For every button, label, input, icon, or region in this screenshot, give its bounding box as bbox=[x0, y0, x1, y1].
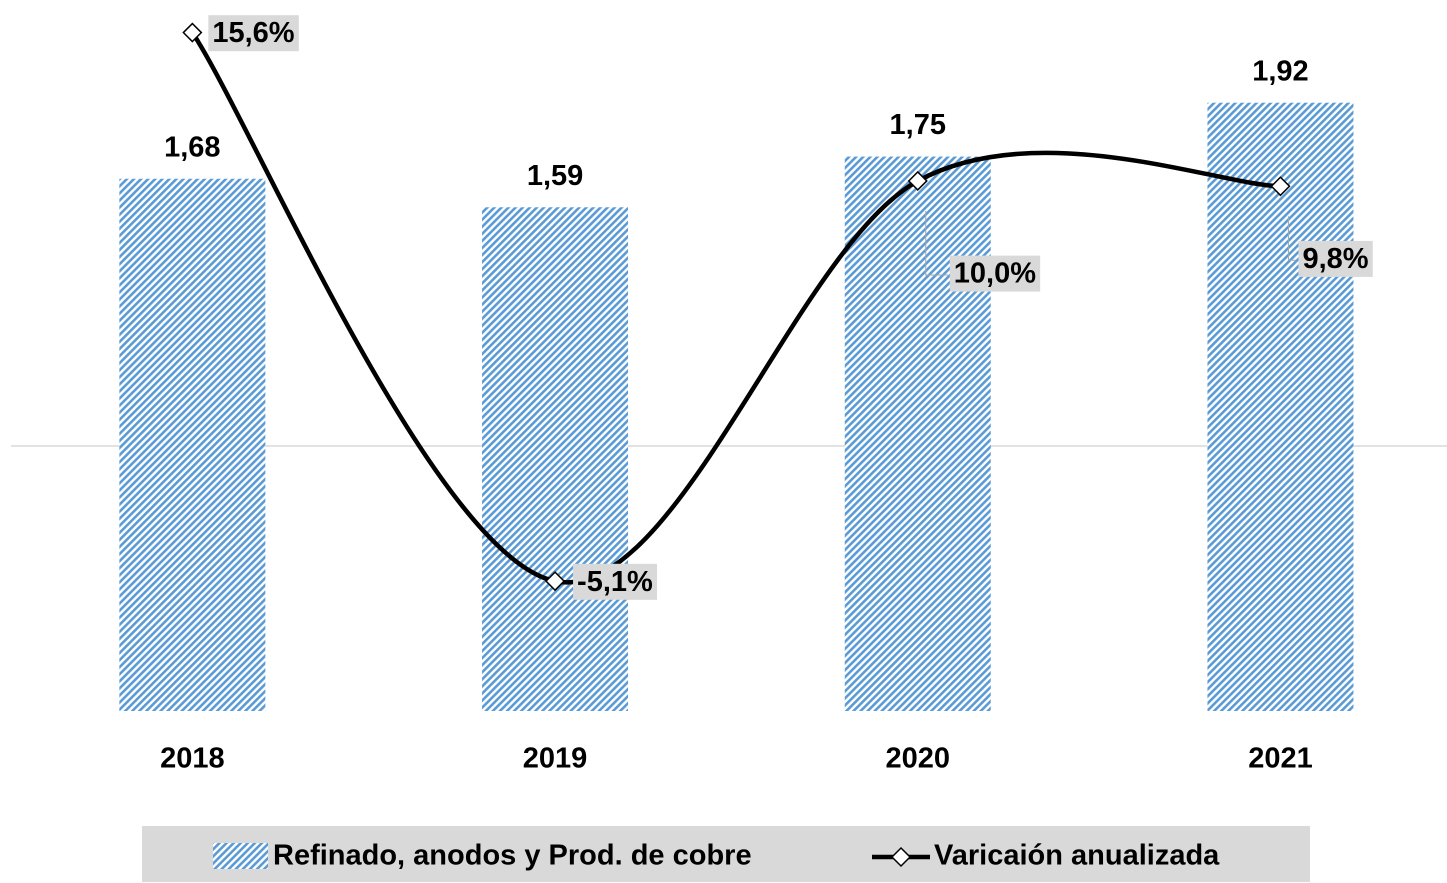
leader-line bbox=[925, 210, 948, 276]
bar-value-label: 1,75 bbox=[890, 109, 946, 141]
line-marker bbox=[182, 22, 203, 43]
bar-value-label: 1,68 bbox=[164, 131, 220, 163]
leader-line bbox=[1287, 216, 1297, 261]
line-marker bbox=[544, 571, 566, 592]
legend-box bbox=[142, 826, 1310, 882]
data-label-bg bbox=[949, 255, 1041, 292]
legend-marker bbox=[890, 846, 912, 868]
legend-label: Refinado, anodos y Prod. de cobre bbox=[273, 840, 752, 872]
x-tick-label: 2019 bbox=[523, 743, 588, 775]
line bbox=[190, 31, 1281, 585]
legend-label: Varicaión anualizada bbox=[934, 840, 1220, 872]
x-tick-label: 2021 bbox=[1248, 743, 1313, 775]
data-label-bg bbox=[208, 15, 299, 52]
line-value-label: 9,8% bbox=[1302, 243, 1368, 275]
data-label-bg bbox=[1298, 240, 1373, 277]
line-value-label: -5,1% bbox=[577, 566, 653, 598]
legend-swatch bbox=[213, 843, 268, 869]
line-value-label: 15,6% bbox=[212, 17, 294, 49]
x-tick-label: 2018 bbox=[160, 743, 225, 775]
data-label-bg bbox=[573, 563, 658, 600]
bar bbox=[119, 178, 266, 711]
x-tick-label: 2020 bbox=[885, 743, 950, 775]
bar bbox=[1207, 102, 1354, 711]
bar bbox=[844, 156, 991, 711]
bar-value-label: 1,92 bbox=[1252, 55, 1308, 87]
bar bbox=[482, 207, 629, 711]
line-value-label: 10,0% bbox=[954, 258, 1036, 290]
line-marker bbox=[907, 170, 928, 192]
line-marker bbox=[1270, 176, 1291, 197]
bar-value-label: 1,59 bbox=[527, 160, 583, 192]
